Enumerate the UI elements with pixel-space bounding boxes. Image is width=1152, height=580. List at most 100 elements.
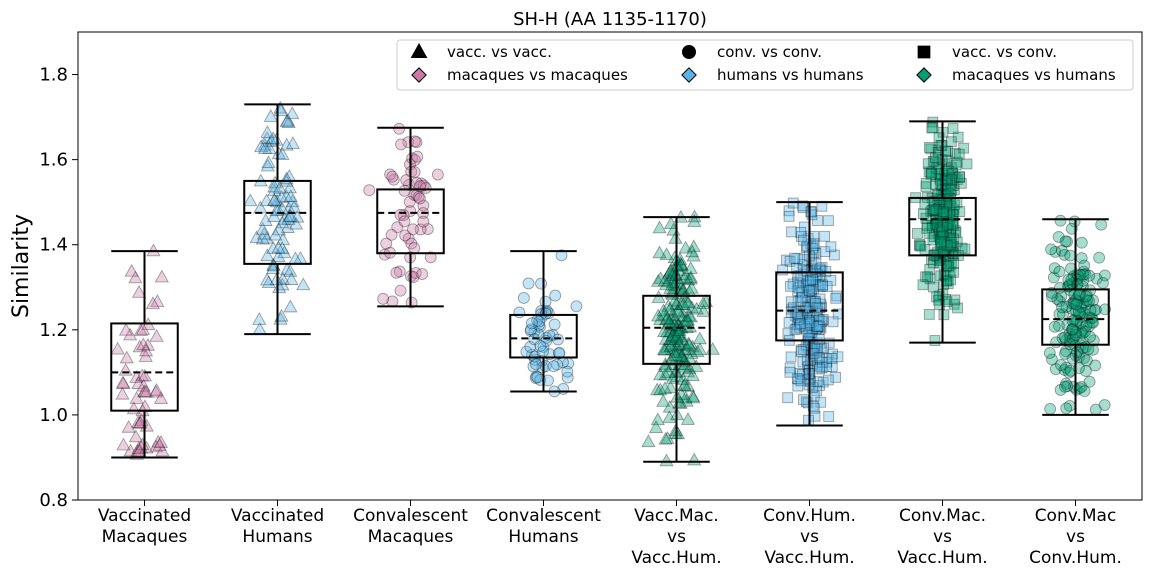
data-point: [668, 364, 683, 378]
data-point: [785, 306, 797, 318]
data-point: [271, 249, 286, 263]
data-point: [1071, 268, 1084, 281]
data-point: [805, 315, 817, 327]
data-point: [792, 253, 804, 265]
data-point: [677, 270, 692, 284]
data-point: [952, 131, 964, 143]
data-point: [1098, 399, 1111, 412]
data-point: [934, 173, 946, 185]
data-point: [946, 246, 958, 258]
data-point: [944, 239, 956, 251]
data-point: [138, 343, 154, 357]
data-point: [946, 174, 958, 186]
data-point: [663, 380, 678, 394]
data-point: [1054, 214, 1067, 227]
data-point: [944, 266, 956, 278]
legend-item-4: macaques vs macaques: [411, 66, 628, 84]
data-point: [934, 257, 946, 269]
data-point: [1065, 273, 1078, 286]
data-point: [928, 195, 940, 207]
data-point: [813, 323, 825, 335]
data-point: [806, 358, 818, 370]
data-point: [925, 168, 937, 180]
data-point: [930, 214, 941, 226]
data-point: [283, 208, 298, 222]
data-point: [282, 180, 298, 194]
data-point: [810, 297, 821, 309]
data-point: [363, 184, 376, 197]
data-point: [663, 352, 678, 366]
data-point: [911, 228, 923, 239]
data-point: [657, 307, 672, 321]
data-point: [252, 312, 267, 325]
data-point: [926, 167, 938, 178]
data-point: [921, 222, 933, 234]
data-point: [940, 242, 952, 254]
data-point: [802, 341, 814, 353]
box-iqr: [775, 271, 844, 342]
data-point: [1060, 361, 1073, 374]
data-point: [669, 330, 684, 344]
x-tick-label-line: Convalescent: [486, 506, 601, 526]
chart-marks: [110, 100, 1112, 467]
data-point: [272, 280, 287, 294]
data-point: [683, 270, 699, 283]
box-iqr: [908, 196, 977, 257]
data-point: [275, 241, 290, 254]
data-point: [932, 246, 944, 258]
data-point: [680, 364, 695, 378]
data-point: [797, 254, 809, 265]
data-point: [941, 238, 953, 250]
x-tick-label: Convalescent Humans: [486, 506, 601, 547]
data-point: [939, 270, 951, 282]
data-point: [805, 326, 817, 338]
data-point: [1067, 324, 1080, 337]
data-point: [650, 382, 665, 396]
data-point: [821, 356, 833, 368]
data-point: [1080, 290, 1093, 303]
data-point: [667, 293, 682, 307]
data-point: [1061, 380, 1074, 393]
data-point: [929, 335, 941, 346]
data-point: [1088, 304, 1101, 317]
data-point: [804, 315, 815, 326]
data-point: [813, 333, 825, 345]
data-point: [789, 252, 801, 264]
data-point: [814, 302, 825, 314]
data-point: [689, 301, 704, 315]
data-point: [256, 226, 272, 240]
legend-marker: [410, 42, 428, 58]
data-point: [398, 215, 411, 228]
data-point: [271, 222, 287, 236]
data-point: [804, 317, 816, 329]
data-point: [416, 268, 429, 281]
data-point: [1069, 326, 1082, 339]
data-point: [126, 401, 141, 415]
data-point: [279, 137, 294, 151]
data-point: [1055, 290, 1068, 303]
x-tick-label-line: Conv.Mac.: [899, 506, 986, 526]
data-point: [815, 342, 827, 354]
data-point: [687, 209, 702, 223]
data-point: [548, 318, 561, 331]
x-tick-label: Conv.Mac. vs Vacc.Hum.: [897, 506, 987, 568]
data-point: [517, 291, 530, 304]
data-point: [263, 109, 278, 122]
data-point: [789, 324, 801, 336]
data-point: [551, 358, 564, 371]
data-point: [1053, 265, 1066, 278]
scatter-points-2: [243, 100, 311, 335]
data-point: [927, 203, 939, 215]
data-point: [279, 262, 295, 276]
data-point: [933, 290, 945, 302]
data-point: [815, 322, 827, 334]
data-point: [665, 308, 680, 322]
data-point: [129, 446, 144, 460]
data-point: [1077, 265, 1090, 278]
data-point: [661, 298, 676, 312]
data-point: [277, 245, 292, 259]
data-point: [1064, 330, 1077, 343]
data-point: [922, 271, 934, 283]
data-point: [951, 156, 963, 168]
data-point: [938, 248, 950, 260]
